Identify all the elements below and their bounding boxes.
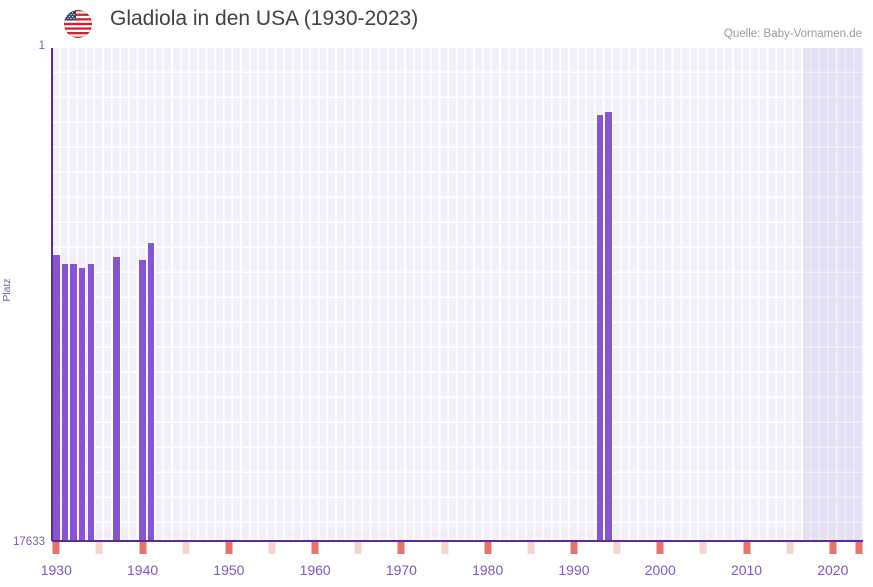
source-attribution: Quelle: Baby-Vornamen.de <box>723 28 862 40</box>
bar-1930[interactable] <box>53 255 60 540</box>
x-minor-tick-mark-1955 <box>268 542 276 554</box>
x-tick-mark-2020 <box>829 542 837 554</box>
y-axis-title: Platz <box>1 278 13 302</box>
x-minor-tick-mark-2005 <box>699 542 707 554</box>
x-tick-mark-1990 <box>570 542 578 554</box>
x-tick-label-2020: 2020 <box>817 562 849 578</box>
x-tick-label-1950: 1950 <box>213 562 245 578</box>
x-tick-mark-2000 <box>656 542 664 554</box>
x-minor-tick-mark-1965 <box>354 542 362 554</box>
bar-1931[interactable] <box>61 263 69 540</box>
x-tick-label-2010: 2010 <box>730 562 763 578</box>
x-minor-tick-mark-1975 <box>441 542 449 554</box>
x-minor-tick-mark-1945 <box>182 542 190 554</box>
bar-1933[interactable] <box>78 267 86 540</box>
x-tick-mark-1970 <box>397 542 405 554</box>
x-tick-mark-1940 <box>139 542 147 554</box>
x-tick-mark-1980 <box>484 542 492 554</box>
x-tick-label-1970: 1970 <box>385 562 417 578</box>
x-axis-line <box>52 540 863 542</box>
bar-1940[interactable] <box>139 259 146 540</box>
bar-1934[interactable] <box>87 263 95 540</box>
bar-1941[interactable] <box>147 242 155 540</box>
x-minor-tick-mark-1995 <box>613 542 621 554</box>
x-tick-label-1940: 1940 <box>127 562 159 578</box>
us-flag-icon <box>63 9 93 39</box>
x-minor-tick-mark-1935 <box>95 542 103 554</box>
bar-1994[interactable] <box>605 111 612 540</box>
bar-1937[interactable] <box>113 256 120 540</box>
x-tick-label-1930: 1930 <box>40 562 72 578</box>
bar-1993[interactable] <box>596 114 604 540</box>
page-title: Gladiola in den USA (1930-2023) <box>110 7 419 30</box>
y-axis-line <box>51 48 53 541</box>
x-tick-label-1980: 1980 <box>472 562 504 578</box>
x-tick-mark-2023 <box>855 542 863 554</box>
x-minor-tick-mark-2015 <box>786 542 794 554</box>
x-tick-mark-1960 <box>311 542 319 554</box>
bar-1932[interactable] <box>70 263 77 540</box>
x-tick-label-1960: 1960 <box>299 562 331 578</box>
horizontal-gridlines <box>52 48 863 540</box>
x-tick-label-2000: 2000 <box>644 562 676 578</box>
x-tick-mark-1930 <box>52 542 60 554</box>
y-axis-top-label: 1 <box>38 40 45 52</box>
x-tick-label-1990: 1990 <box>558 562 590 578</box>
x-tick-mark-2010 <box>743 542 751 554</box>
chart-header: Gladiola in den USA (1930-2023) Quelle: … <box>0 0 873 46</box>
y-axis-bottom-label: 17633 <box>13 536 45 548</box>
shaded-recent-years-band <box>802 48 863 540</box>
plot-area <box>52 48 863 540</box>
x-minor-tick-mark-1985 <box>527 542 535 554</box>
x-tick-mark-1950 <box>225 542 233 554</box>
